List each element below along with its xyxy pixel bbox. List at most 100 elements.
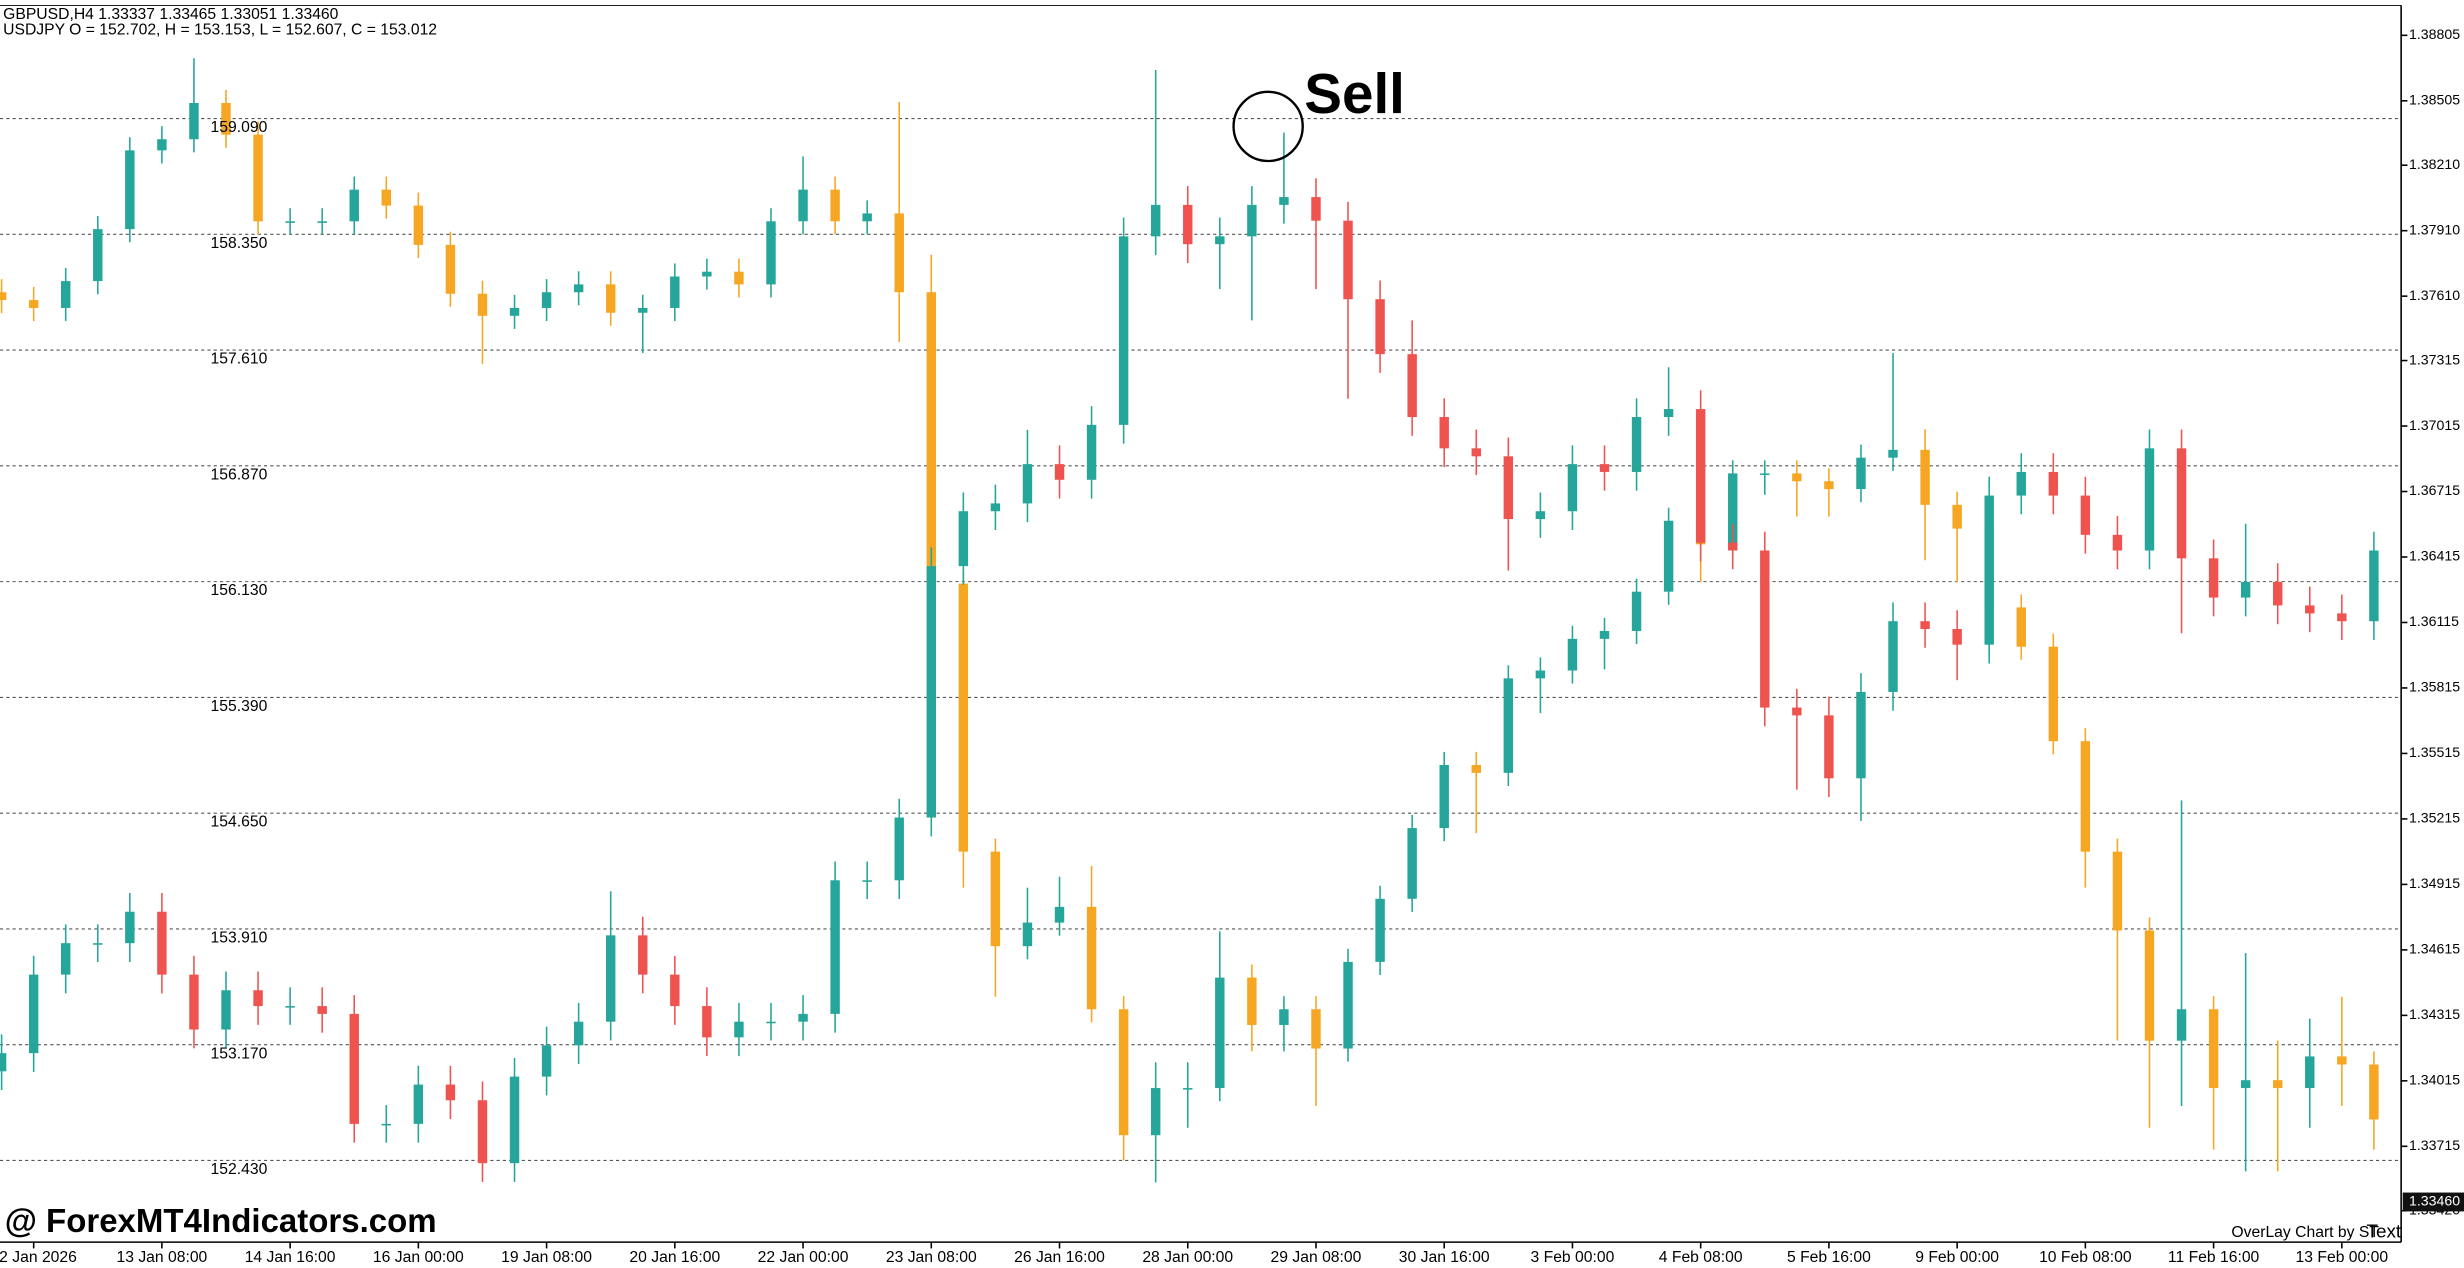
x-tick-label: 14 Jan 16:00 bbox=[245, 1249, 336, 1266]
candle-body bbox=[28, 974, 39, 1054]
candle-body bbox=[381, 1123, 392, 1126]
candle-body bbox=[477, 293, 488, 316]
candle-body bbox=[894, 213, 904, 293]
candle-body bbox=[2240, 581, 2251, 598]
candle-body bbox=[734, 271, 744, 285]
candle-body bbox=[253, 134, 263, 222]
candle-body bbox=[1695, 409, 1706, 543]
candle-body bbox=[2305, 605, 2315, 614]
candle-body bbox=[926, 566, 936, 818]
x-tick-label: 30 Jan 16:00 bbox=[1399, 1249, 1490, 1266]
candle-body bbox=[1343, 961, 1353, 1049]
candle-body bbox=[1279, 197, 1289, 205]
last-price-label: 1.33460 bbox=[2409, 1193, 2460, 1209]
y-tick-label: 1.37610 bbox=[2409, 287, 2460, 303]
candle-body bbox=[1824, 715, 1834, 779]
y-tick-label: 1.36115 bbox=[2409, 613, 2459, 629]
candle-body bbox=[958, 511, 969, 567]
candle-body bbox=[1856, 457, 1866, 490]
y-tick-label: 1.38210 bbox=[2409, 156, 2460, 172]
candle-body bbox=[1311, 197, 1321, 221]
candle-body bbox=[2369, 550, 2379, 622]
y2-tick-label: 154.650 bbox=[211, 814, 268, 831]
candle-body bbox=[1054, 906, 1065, 923]
candle-body bbox=[1407, 828, 1417, 899]
candle-body bbox=[1663, 520, 1674, 592]
candle-body bbox=[766, 1021, 776, 1024]
y-tick-label: 1.33715 bbox=[2409, 1137, 2460, 1153]
candle-body bbox=[1150, 204, 1161, 237]
y-tick-label: 1.35815 bbox=[2409, 679, 2460, 695]
y-tick-label: 1.35215 bbox=[2409, 810, 2460, 826]
header-line: USDJPY O = 152.702, H = 153.153, L = 152… bbox=[3, 22, 437, 39]
candle-body bbox=[1215, 236, 1225, 245]
x-tick-label: 5 Feb 16:00 bbox=[1787, 1249, 1871, 1266]
x-tick-label: 11 Feb 16:00 bbox=[2168, 1249, 2260, 1266]
candle-body bbox=[285, 1006, 295, 1008]
candle-body bbox=[1375, 898, 1385, 962]
candle-body bbox=[1022, 922, 1033, 947]
candle-body bbox=[670, 276, 680, 308]
candle-body bbox=[2337, 613, 2347, 622]
candle-body bbox=[125, 911, 135, 944]
y2-tick-label: 159.090 bbox=[211, 119, 268, 136]
candle-body bbox=[1631, 417, 1642, 472]
candle-body bbox=[1728, 473, 1738, 545]
candle-body bbox=[541, 1045, 552, 1077]
candle-body bbox=[509, 1076, 520, 1164]
last-price-box bbox=[2402, 1192, 2464, 1212]
x-tick-label: 28 Jan 00:00 bbox=[1142, 1249, 1233, 1266]
candle-body bbox=[381, 189, 392, 206]
footer: OverLay Chart by ST bbox=[2231, 1224, 2379, 1241]
candle-body bbox=[413, 1084, 424, 1124]
x-tick-label: 29 Jan 08:00 bbox=[1271, 1249, 1362, 1266]
candle-body bbox=[2176, 1009, 2187, 1041]
candle-body bbox=[1920, 621, 1930, 630]
candle-body bbox=[1792, 707, 1802, 716]
candle-body bbox=[1792, 473, 1802, 482]
candle-body bbox=[445, 244, 456, 294]
candle-body bbox=[1920, 449, 1930, 505]
candle-body bbox=[1279, 1009, 1289, 1025]
candle-body bbox=[894, 817, 904, 881]
candle-body bbox=[1054, 464, 1065, 480]
candle-body bbox=[1952, 629, 1962, 645]
candle-body bbox=[1599, 464, 1610, 472]
x-tick-label: 22 Jan 00:00 bbox=[758, 1249, 849, 1266]
candle-body bbox=[1086, 906, 1097, 1010]
y2-tick-label: 153.170 bbox=[211, 1045, 268, 1062]
candle-body bbox=[1760, 473, 1770, 475]
candle-body bbox=[1407, 354, 1417, 418]
candle-body bbox=[413, 205, 424, 245]
candle-body bbox=[189, 974, 199, 1030]
candle-body bbox=[990, 503, 1001, 512]
y2-tick-label: 156.870 bbox=[211, 466, 268, 483]
grid bbox=[0, 117, 2402, 1162]
candle-body bbox=[1856, 691, 1866, 779]
candle-body bbox=[0, 292, 7, 301]
candle-body bbox=[862, 880, 872, 882]
candle-body bbox=[573, 1021, 584, 1046]
candle-body bbox=[1247, 977, 1257, 1025]
candle-body bbox=[958, 583, 969, 852]
y-tick-label: 1.35515 bbox=[2409, 744, 2460, 760]
candle-body bbox=[702, 271, 712, 277]
candle-body bbox=[1183, 1088, 1193, 1090]
candle-body bbox=[1535, 670, 1546, 679]
candle-body bbox=[317, 221, 327, 223]
candle-body bbox=[2112, 534, 2123, 551]
candle-body bbox=[445, 1084, 456, 1101]
y-tick-label: 1.34015 bbox=[2409, 1072, 2460, 1088]
candle-body bbox=[189, 102, 199, 140]
y-tick-label: 1.34615 bbox=[2409, 941, 2460, 957]
candle-body bbox=[157, 139, 167, 151]
candle-body bbox=[1247, 204, 1257, 237]
candle-body bbox=[1888, 621, 1898, 692]
candle-body bbox=[862, 213, 872, 222]
candle-body bbox=[1183, 204, 1193, 245]
candle-body bbox=[1150, 1088, 1161, 1136]
candle-body bbox=[734, 1021, 744, 1038]
candle-body bbox=[2208, 558, 2219, 598]
candle-body bbox=[798, 1013, 808, 1022]
